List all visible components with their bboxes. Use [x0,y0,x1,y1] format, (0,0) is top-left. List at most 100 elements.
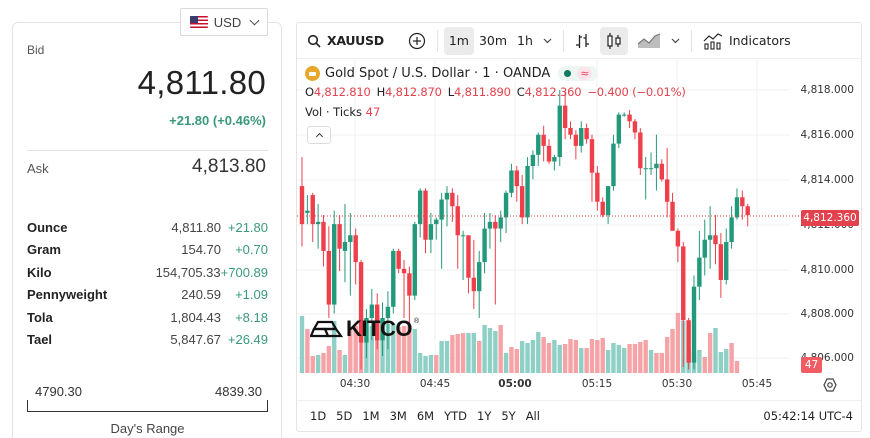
day-range-low: 4790.30 [35,384,82,399]
unit-name: Pennyweight [27,287,108,303]
plus-circle-icon [408,32,425,49]
range-1y[interactable]: 1Y [477,408,492,423]
legend-title: Gold Spot / U.S. Dollar · 1 · OANDA [325,65,551,81]
interval-1h[interactable]: 1h [517,33,533,48]
chevron-up-icon [315,132,323,141]
area-chart-type-button[interactable] [632,27,666,55]
unit-row-pennyweight: Pennyweight 240.59 +1.09 [27,284,268,307]
unit-row-ounce: Ounce 4,811.80 +21.80 [27,216,268,239]
time-tick: 05:15 [581,378,613,390]
unit-change: +26.49 [227,332,268,348]
time-tick: 04:30 [339,378,371,390]
chevron-down-icon [249,15,260,25]
current-price-label: 4,812.360 [801,210,859,226]
range-3m[interactable]: 3M [389,408,407,423]
unit-price: 154,705.33 [155,264,221,280]
open-value: 4,812.810 [313,85,371,99]
unit-change: +8.18 [235,309,268,325]
close-value: 4,812.360 [524,85,582,99]
range-1m[interactable]: 1M [362,408,380,423]
currency-code: USD [213,14,242,30]
kitco-wordmark: KITCO [346,316,412,341]
interval-1m[interactable]: 1m [443,26,474,55]
unit-name: Tael [27,332,53,348]
range-1d[interactable]: 1D [310,408,327,423]
area-chart-icon [637,32,661,48]
delayed-data-icon: ≈ [577,66,593,80]
unit-row-tael: Tael 5,847.67 +26.49 [27,329,268,352]
toolbar-divider [690,29,692,52]
price-tick: 4,816.000 [800,129,854,141]
chevron-down-icon [543,38,552,43]
interval-30m[interactable]: 30m [478,33,508,48]
indicators-button[interactable]: Indicators [698,27,796,55]
indicators-icon [703,32,723,50]
candlestick-chart[interactable] [297,60,862,376]
chart-type-dropdown-button[interactable] [666,27,685,55]
ask-label: Ask [27,161,49,176]
symbol-search-button[interactable]: XAUUSD [297,27,389,55]
range-5d[interactable]: 5D [336,408,353,423]
range-all[interactable]: All [525,408,540,423]
day-range-label: Day's Range [110,421,185,436]
candlestick-icon [607,32,621,49]
market-status-pill[interactable]: ≈ [558,65,599,81]
toolbar-divider [436,29,438,52]
unit-change: +700.89 [220,264,268,280]
range-bar: 1D 5D 1M 3M 6M YTD 1Y 5Y All 05:42:14 UT… [297,400,861,430]
divider [27,150,268,151]
unit-change: +0.70 [235,242,268,258]
day-range-high: 4839.30 [215,384,262,399]
chevron-down-icon [671,38,680,43]
change-value: −0.400 (−0.01%) [587,85,686,99]
currency-selector[interactable]: USD [180,8,268,36]
registered-mark: ® [413,318,420,325]
price-tick: 4,810.000 [800,264,854,276]
candles-chart-type-button[interactable] [599,26,628,55]
timezone-clock[interactable]: 05:42:14 UTC-4 [763,408,853,423]
volume-label: Vol · Ticks [305,105,363,119]
time-tick: 05:30 [661,378,693,390]
us-flag-icon [189,16,208,28]
bid-label: Bid [27,43,45,57]
unit-name: Kilo [27,264,52,280]
collapse-legend-button[interactable] [307,126,331,144]
price-tick: 4,808.000 [800,308,854,320]
price-axis[interactable]: 4,818.000 4,816.000 4,814.000 4,812.000 … [790,60,862,376]
time-axis[interactable]: 04:30 04:45 05:00 05:15 05:30 05:45 [297,376,862,396]
range-5y[interactable]: 5Y [501,408,516,423]
gold-symbol-icon [305,65,320,81]
day-range-bar [27,400,268,412]
kitco-watermark: KITCO ® [310,316,419,342]
unit-price: 240.59 [181,287,221,303]
price-tick: 4,818.000 [800,84,854,96]
unit-name: Tola [27,309,53,325]
volume-value: 47 [365,105,381,119]
ask-value: 4,813.80 [192,156,266,177]
compare-symbol-button[interactable] [403,27,431,55]
time-tick: 05:00 [498,378,532,390]
interval-dropdown-button[interactable] [538,27,557,55]
time-tick: 04:45 [419,378,451,390]
toolbar-divider [562,29,564,52]
unit-change: +21.80 [227,219,268,235]
current-volume-label: 47 [801,357,822,373]
high-value: 4,812.870 [385,85,442,99]
symbol-label: XAUUSD [327,33,384,48]
kitco-logo-icon [310,320,344,338]
bar-chart-type-button[interactable] [570,27,596,55]
range-6m[interactable]: 6M [416,408,435,423]
chart-toolbar: XAUUSD 1m 30m 1h Indicators [297,23,861,59]
unit-price: 154.70 [181,242,221,258]
unit-row-kilo: Kilo 154,705.33 +700.89 [27,261,268,284]
low-value: 4,811.890 [454,85,511,99]
bid-value: 4,811.80 [137,64,266,101]
unit-name: Gram [27,242,61,258]
chart-legend: Gold Spot / U.S. Dollar · 1 · OANDA ≈ O4… [305,64,686,119]
market-open-dot-icon [564,69,572,77]
range-ytd[interactable]: YTD [444,408,467,423]
chart-settings-icon[interactable] [823,378,837,392]
unit-name: Ounce [27,219,68,235]
unit-price: 1,804.43 [170,309,221,325]
volume-legend: Vol · Ticks 47 [305,105,686,119]
